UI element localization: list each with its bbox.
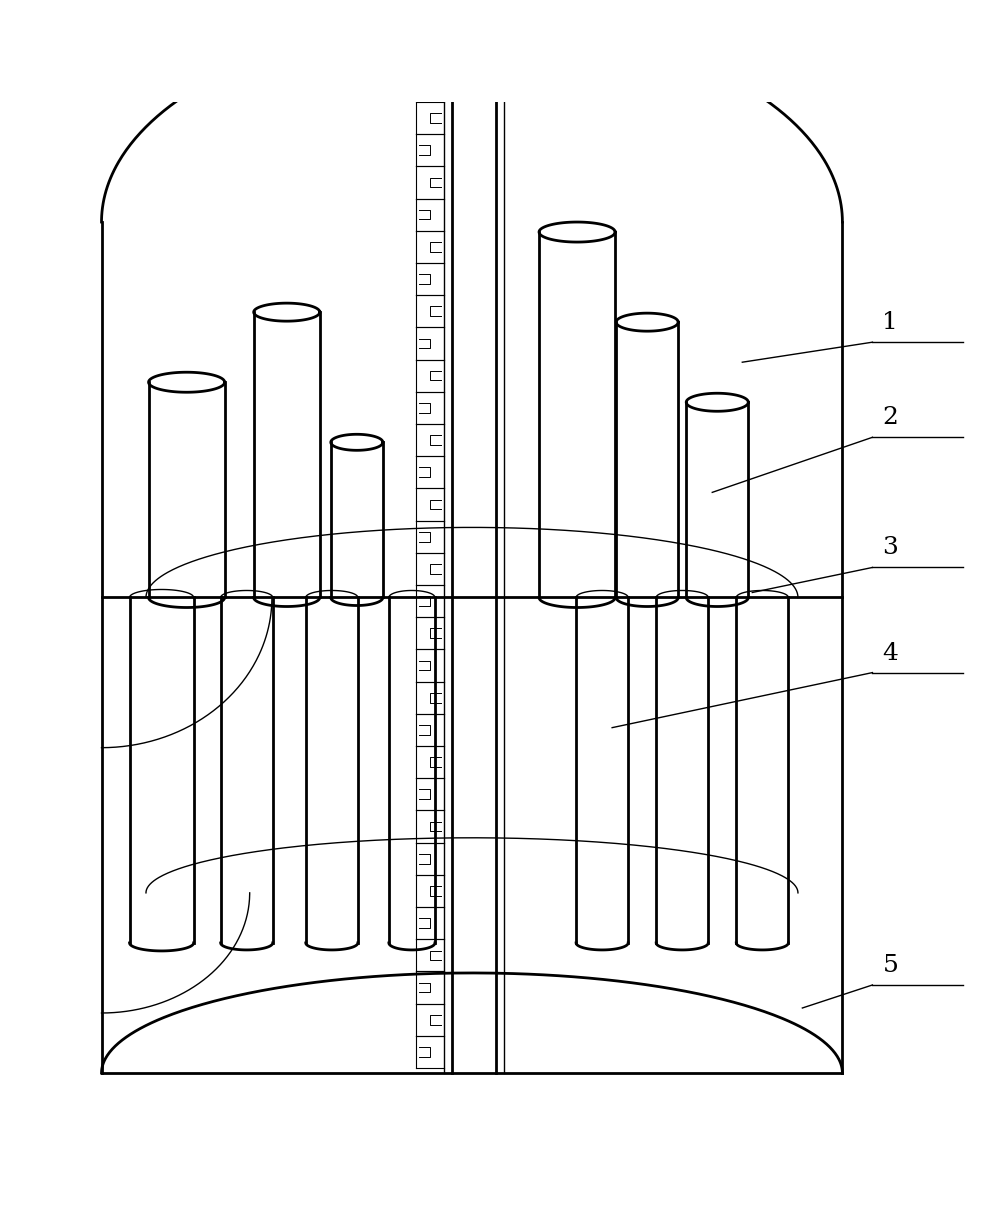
- Text: 4: 4: [882, 641, 898, 665]
- Text: 1: 1: [882, 311, 898, 334]
- Text: 5: 5: [882, 954, 898, 977]
- Text: 2: 2: [882, 406, 898, 429]
- Text: 3: 3: [882, 536, 898, 559]
